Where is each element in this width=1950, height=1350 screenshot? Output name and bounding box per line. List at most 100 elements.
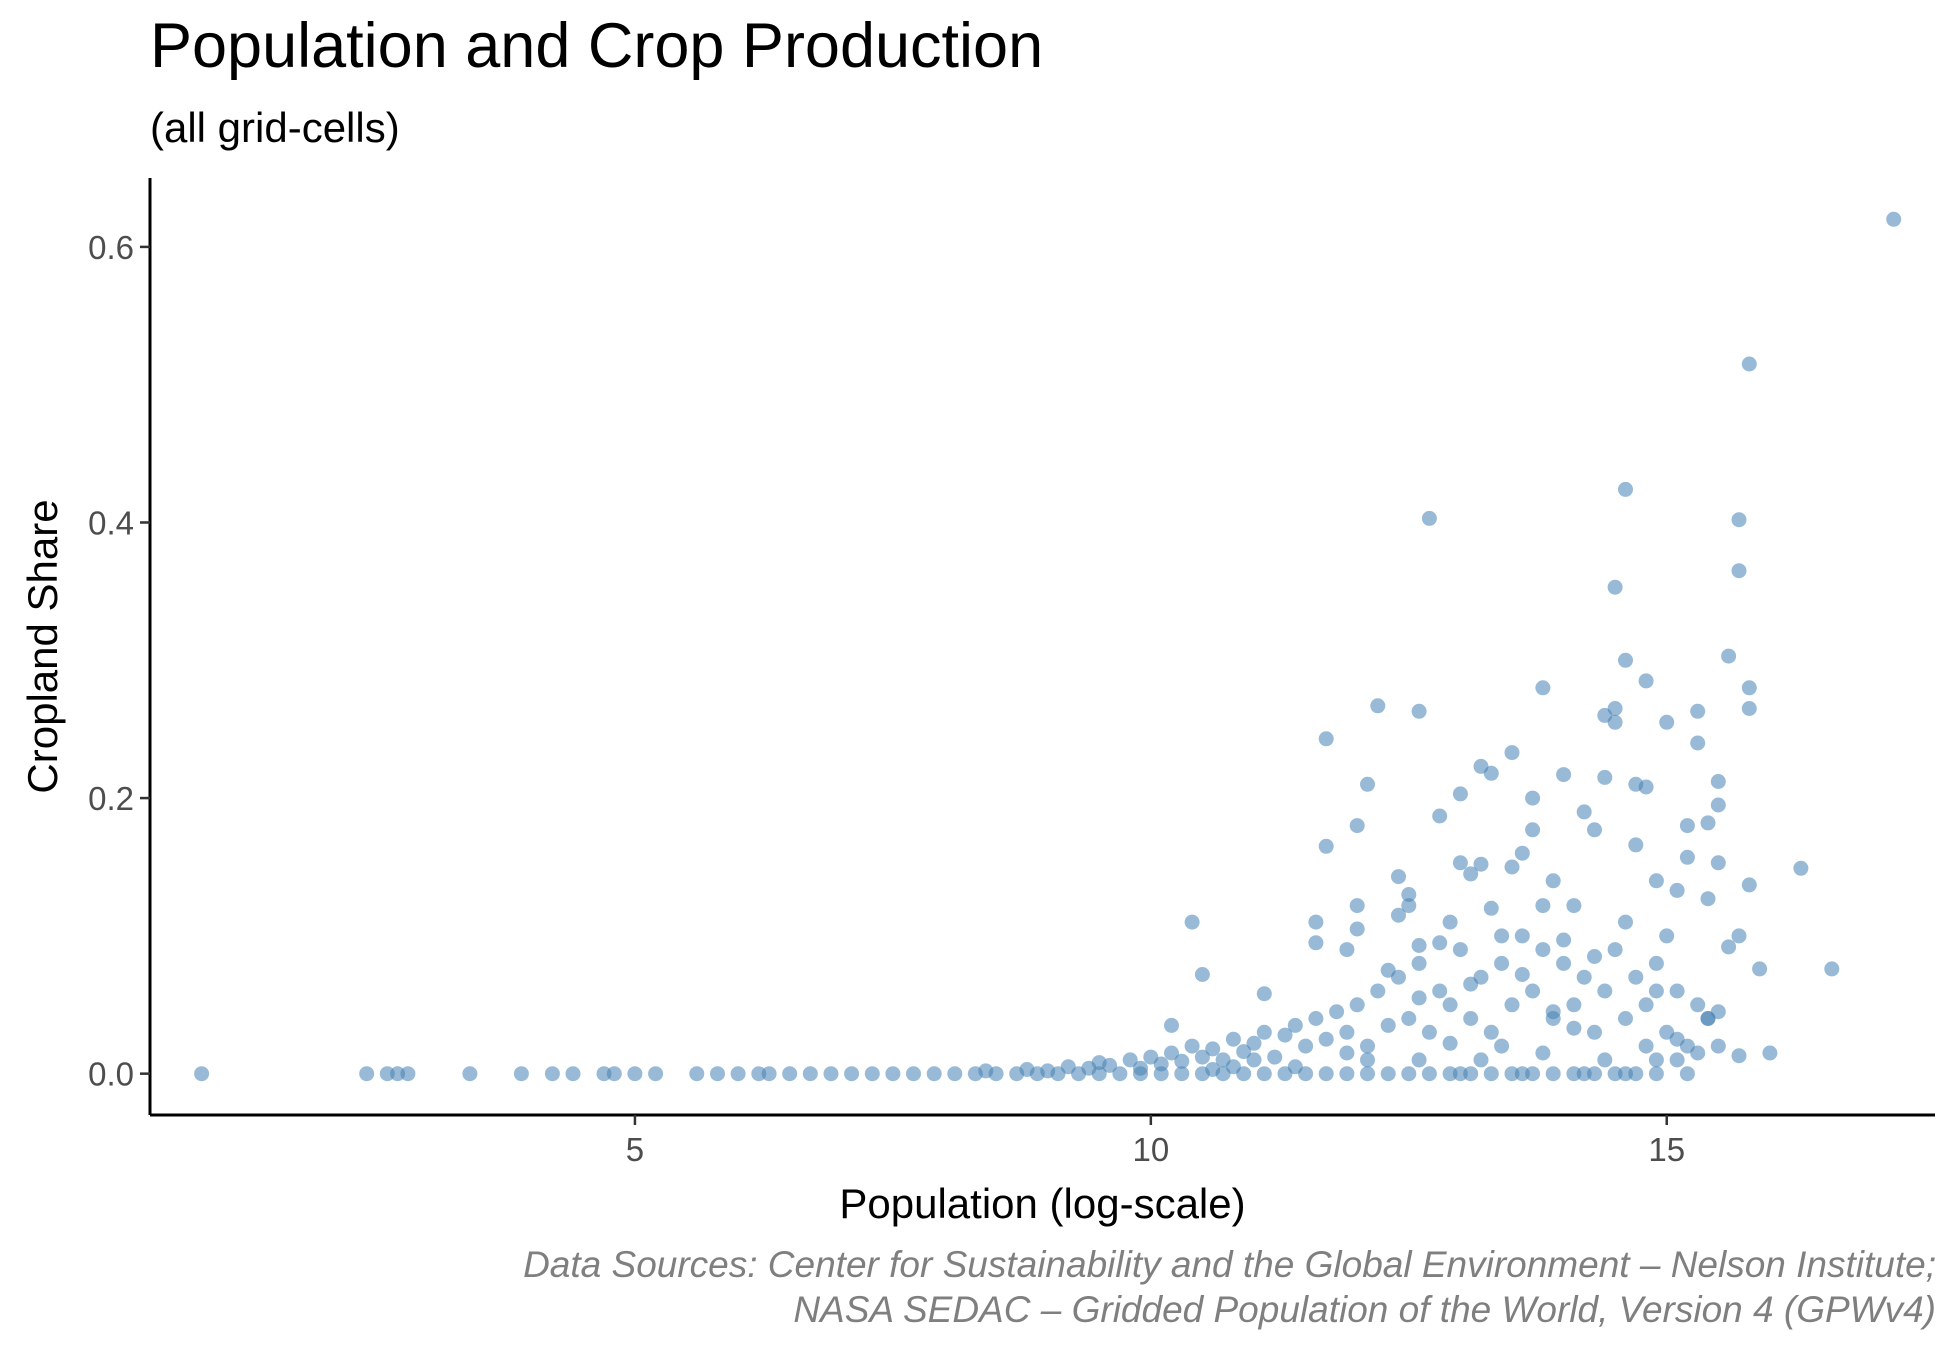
data-point [1587,1024,1602,1040]
data-point [1411,955,1427,971]
axes-layer: 5 10 15 0.0 0.2 0.4 0.6 [88,178,1935,1168]
points-layer [194,211,1902,1082]
data-point [1411,1052,1427,1068]
data-point [1308,1011,1324,1026]
data-point [1607,942,1623,958]
data-point [1710,1038,1726,1054]
data-point [1710,774,1726,789]
data-point [1463,1066,1479,1082]
data-point [1514,967,1530,982]
data-point [1648,955,1664,971]
data-point [1504,745,1520,761]
data-point [565,1066,581,1082]
y-tick-label: 0.6 [88,229,134,266]
data-point [1421,510,1437,526]
data-point [1525,822,1541,838]
data-point [1659,714,1675,730]
data-point [1576,1066,1592,1082]
data-point [802,1066,818,1082]
data-point [1494,955,1510,971]
data-point [1648,1052,1664,1068]
data-point [1566,1066,1582,1082]
data-point [1721,648,1737,664]
data-point [1174,1053,1190,1069]
data-point [751,1066,767,1082]
data-point [1741,680,1757,696]
data-point [1679,1066,1695,1082]
data-point [1607,1066,1623,1082]
data-point [1411,990,1427,1006]
data-point [1349,921,1365,937]
data-point [1535,942,1551,958]
data-point [1401,898,1417,914]
data-point [1246,1052,1262,1068]
data-point [1391,907,1406,923]
data-point [1164,1045,1179,1061]
data-point [1679,849,1695,865]
data-point [1442,914,1458,930]
data-point [1638,673,1654,689]
data-point [1731,563,1747,579]
data-point [730,1066,746,1082]
data-point [1618,652,1633,668]
data-point [1019,1062,1035,1077]
data-point [1298,1038,1314,1054]
data-point [1256,986,1272,1002]
data-point [1669,1031,1685,1047]
data-point [1236,1044,1252,1060]
data-point [1442,1035,1458,1051]
data-point [1731,512,1747,528]
data-point [1380,1017,1396,1033]
data-point [1762,1045,1778,1061]
data-point [1421,1066,1437,1082]
data-point [1566,898,1582,914]
data-point [1360,1052,1375,1068]
data-point [906,1066,921,1082]
data-point [1731,928,1747,944]
data-point [1267,1049,1283,1065]
data-point [1618,1011,1633,1026]
data-point [1669,1052,1685,1068]
data-point [1194,967,1210,982]
data-point [1710,855,1726,871]
data-point [1184,1038,1200,1054]
data-point [1793,860,1809,876]
data-point [1525,983,1541,999]
data-point [1360,1038,1375,1054]
data-point [1277,1027,1293,1043]
data-point [1411,703,1427,719]
data-point [1514,928,1530,944]
data-point [1545,1004,1561,1020]
data-point [761,1066,777,1082]
data-point [947,1066,963,1082]
data-point [1525,790,1541,806]
data-point [1401,887,1417,902]
data-point [1411,938,1427,953]
data-point [1133,1060,1148,1076]
data-point [1587,822,1602,838]
data-point [1401,1011,1417,1026]
data-point [1648,1066,1664,1082]
data-point [1618,914,1633,930]
data-point [1329,1004,1345,1020]
data-point [1700,891,1716,907]
data-point [1690,703,1706,719]
data-point [1184,914,1200,930]
data-point [1318,838,1334,854]
data-point [1628,969,1644,985]
data-point [1442,1066,1458,1082]
data-point [1545,1066,1561,1082]
y-tick-label: 0.4 [88,504,134,541]
y-axis-title: Cropland Share [19,499,66,793]
data-point [1690,735,1706,751]
data-point [1741,877,1757,893]
data-point [1452,942,1468,958]
data-point [627,1066,643,1082]
data-point [1556,955,1572,971]
data-point [1473,1052,1489,1068]
data-point [1370,983,1386,999]
data-point [1308,935,1324,951]
chart-subtitle: (all grid-cells) [150,104,400,151]
data-point [689,1066,705,1082]
